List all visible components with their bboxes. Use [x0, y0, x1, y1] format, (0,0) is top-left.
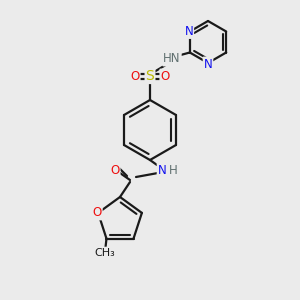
Text: H: H [169, 164, 177, 178]
Text: S: S [146, 69, 154, 83]
Text: O: O [160, 70, 169, 83]
Text: O: O [110, 164, 120, 176]
Text: N: N [204, 58, 212, 70]
Text: O: O [130, 70, 140, 83]
Text: N: N [184, 25, 193, 38]
Text: HN: HN [163, 52, 181, 65]
Text: CH₃: CH₃ [94, 248, 115, 258]
Text: O: O [92, 206, 102, 219]
Text: N: N [158, 164, 166, 176]
